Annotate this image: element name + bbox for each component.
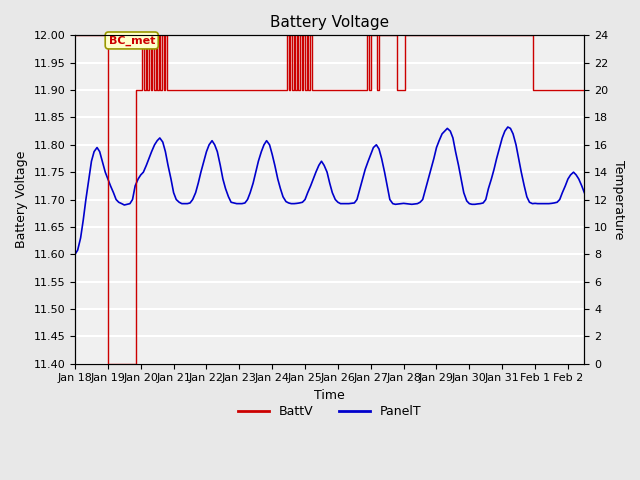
X-axis label: Time: Time bbox=[314, 389, 345, 402]
Y-axis label: Temperature: Temperature bbox=[612, 160, 625, 239]
Title: Battery Voltage: Battery Voltage bbox=[270, 15, 389, 30]
Y-axis label: Battery Voltage: Battery Voltage bbox=[15, 151, 28, 248]
Text: BC_met: BC_met bbox=[109, 36, 155, 46]
Legend: BattV, PanelT: BattV, PanelT bbox=[233, 400, 427, 423]
